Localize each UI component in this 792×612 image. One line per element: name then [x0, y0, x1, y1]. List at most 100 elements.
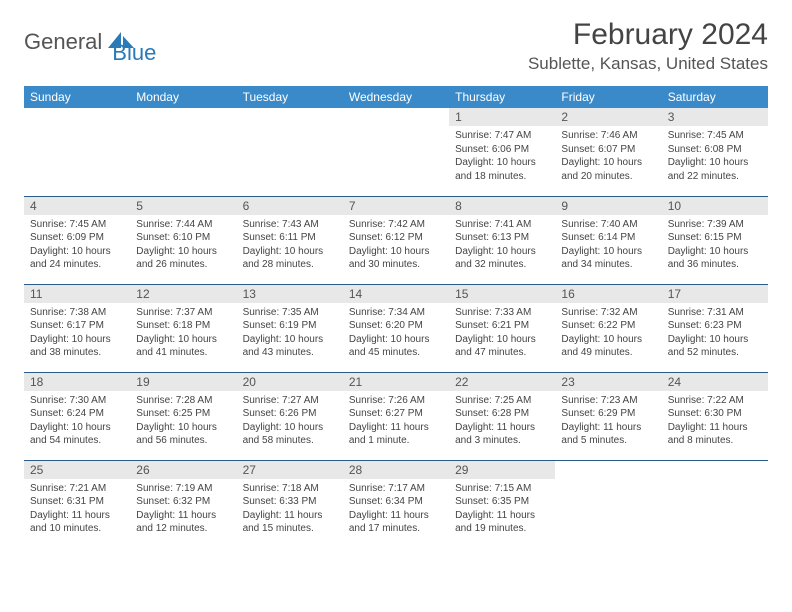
- day-number: 14: [343, 285, 449, 303]
- day-details: Sunrise: 7:25 AMSunset: 6:28 PMDaylight:…: [449, 391, 555, 451]
- day-details: Sunrise: 7:15 AMSunset: 6:35 PMDaylight:…: [449, 479, 555, 539]
- day-number: 21: [343, 373, 449, 391]
- calendar-cell: 24Sunrise: 7:22 AMSunset: 6:30 PMDayligh…: [662, 372, 768, 460]
- calendar-cell: [237, 108, 343, 196]
- day-number: 1: [449, 108, 555, 126]
- calendar-body: 1Sunrise: 7:47 AMSunset: 6:06 PMDaylight…: [24, 108, 768, 548]
- day-number: 29: [449, 461, 555, 479]
- calendar-cell: 28Sunrise: 7:17 AMSunset: 6:34 PMDayligh…: [343, 460, 449, 548]
- day-number: 20: [237, 373, 343, 391]
- calendar-cell: 2Sunrise: 7:46 AMSunset: 6:07 PMDaylight…: [555, 108, 661, 196]
- day-number: 17: [662, 285, 768, 303]
- calendar-cell: 20Sunrise: 7:27 AMSunset: 6:26 PMDayligh…: [237, 372, 343, 460]
- calendar-row: 4Sunrise: 7:45 AMSunset: 6:09 PMDaylight…: [24, 196, 768, 284]
- day-details: Sunrise: 7:41 AMSunset: 6:13 PMDaylight:…: [449, 215, 555, 275]
- calendar-cell: 15Sunrise: 7:33 AMSunset: 6:21 PMDayligh…: [449, 284, 555, 372]
- day-details: Sunrise: 7:44 AMSunset: 6:10 PMDaylight:…: [130, 215, 236, 275]
- day-number: 6: [237, 197, 343, 215]
- calendar-cell: [343, 108, 449, 196]
- day-number: 25: [24, 461, 130, 479]
- day-details: Sunrise: 7:39 AMSunset: 6:15 PMDaylight:…: [662, 215, 768, 275]
- day-number: 8: [449, 197, 555, 215]
- month-title: February 2024: [528, 18, 768, 52]
- day-details: Sunrise: 7:42 AMSunset: 6:12 PMDaylight:…: [343, 215, 449, 275]
- location: Sublette, Kansas, United States: [528, 54, 768, 74]
- calendar-cell: 10Sunrise: 7:39 AMSunset: 6:15 PMDayligh…: [662, 196, 768, 284]
- calendar-row: 25Sunrise: 7:21 AMSunset: 6:31 PMDayligh…: [24, 460, 768, 548]
- weekday-header: Thursday: [449, 86, 555, 108]
- logo: General Blue: [24, 18, 156, 66]
- day-number: 9: [555, 197, 661, 215]
- day-number: 13: [237, 285, 343, 303]
- day-number: 28: [343, 461, 449, 479]
- day-number: 19: [130, 373, 236, 391]
- day-number: 2: [555, 108, 661, 126]
- day-details: Sunrise: 7:17 AMSunset: 6:34 PMDaylight:…: [343, 479, 449, 539]
- day-number: 22: [449, 373, 555, 391]
- calendar-cell: 17Sunrise: 7:31 AMSunset: 6:23 PMDayligh…: [662, 284, 768, 372]
- day-number: 26: [130, 461, 236, 479]
- weekday-header: Saturday: [662, 86, 768, 108]
- calendar-cell: 14Sunrise: 7:34 AMSunset: 6:20 PMDayligh…: [343, 284, 449, 372]
- day-number: 23: [555, 373, 661, 391]
- calendar-cell: 13Sunrise: 7:35 AMSunset: 6:19 PMDayligh…: [237, 284, 343, 372]
- day-details: Sunrise: 7:46 AMSunset: 6:07 PMDaylight:…: [555, 126, 661, 186]
- calendar-cell: 18Sunrise: 7:30 AMSunset: 6:24 PMDayligh…: [24, 372, 130, 460]
- day-details: Sunrise: 7:34 AMSunset: 6:20 PMDaylight:…: [343, 303, 449, 363]
- weekday-header: Friday: [555, 86, 661, 108]
- day-number: 15: [449, 285, 555, 303]
- calendar-cell: 26Sunrise: 7:19 AMSunset: 6:32 PMDayligh…: [130, 460, 236, 548]
- calendar-cell: 19Sunrise: 7:28 AMSunset: 6:25 PMDayligh…: [130, 372, 236, 460]
- day-details: Sunrise: 7:43 AMSunset: 6:11 PMDaylight:…: [237, 215, 343, 275]
- weekday-header-row: SundayMondayTuesdayWednesdayThursdayFrid…: [24, 86, 768, 108]
- calendar-cell: [130, 108, 236, 196]
- day-details: Sunrise: 7:45 AMSunset: 6:08 PMDaylight:…: [662, 126, 768, 186]
- day-details: Sunrise: 7:23 AMSunset: 6:29 PMDaylight:…: [555, 391, 661, 451]
- weekday-header: Monday: [130, 86, 236, 108]
- day-details: Sunrise: 7:31 AMSunset: 6:23 PMDaylight:…: [662, 303, 768, 363]
- calendar-cell: 11Sunrise: 7:38 AMSunset: 6:17 PMDayligh…: [24, 284, 130, 372]
- day-number: 7: [343, 197, 449, 215]
- calendar-row: 11Sunrise: 7:38 AMSunset: 6:17 PMDayligh…: [24, 284, 768, 372]
- day-number: 12: [130, 285, 236, 303]
- day-details: Sunrise: 7:26 AMSunset: 6:27 PMDaylight:…: [343, 391, 449, 451]
- day-details: Sunrise: 7:37 AMSunset: 6:18 PMDaylight:…: [130, 303, 236, 363]
- header: General Blue February 2024 Sublette, Kan…: [24, 18, 768, 74]
- calendar-cell: [662, 460, 768, 548]
- calendar-cell: 16Sunrise: 7:32 AMSunset: 6:22 PMDayligh…: [555, 284, 661, 372]
- calendar-cell: 9Sunrise: 7:40 AMSunset: 6:14 PMDaylight…: [555, 196, 661, 284]
- weekday-header: Sunday: [24, 86, 130, 108]
- calendar-cell: 23Sunrise: 7:23 AMSunset: 6:29 PMDayligh…: [555, 372, 661, 460]
- calendar-cell: 7Sunrise: 7:42 AMSunset: 6:12 PMDaylight…: [343, 196, 449, 284]
- calendar-cell: 22Sunrise: 7:25 AMSunset: 6:28 PMDayligh…: [449, 372, 555, 460]
- calendar-cell: 21Sunrise: 7:26 AMSunset: 6:27 PMDayligh…: [343, 372, 449, 460]
- day-details: Sunrise: 7:28 AMSunset: 6:25 PMDaylight:…: [130, 391, 236, 451]
- calendar-cell: 12Sunrise: 7:37 AMSunset: 6:18 PMDayligh…: [130, 284, 236, 372]
- calendar-row: 18Sunrise: 7:30 AMSunset: 6:24 PMDayligh…: [24, 372, 768, 460]
- calendar-cell: 29Sunrise: 7:15 AMSunset: 6:35 PMDayligh…: [449, 460, 555, 548]
- day-details: Sunrise: 7:38 AMSunset: 6:17 PMDaylight:…: [24, 303, 130, 363]
- day-details: Sunrise: 7:30 AMSunset: 6:24 PMDaylight:…: [24, 391, 130, 451]
- calendar-cell: 6Sunrise: 7:43 AMSunset: 6:11 PMDaylight…: [237, 196, 343, 284]
- day-details: Sunrise: 7:21 AMSunset: 6:31 PMDaylight:…: [24, 479, 130, 539]
- calendar-cell: 3Sunrise: 7:45 AMSunset: 6:08 PMDaylight…: [662, 108, 768, 196]
- logo-text-blue: Blue: [112, 40, 156, 66]
- calendar-cell: 4Sunrise: 7:45 AMSunset: 6:09 PMDaylight…: [24, 196, 130, 284]
- day-details: Sunrise: 7:22 AMSunset: 6:30 PMDaylight:…: [662, 391, 768, 451]
- calendar-cell: [555, 460, 661, 548]
- day-number: 18: [24, 373, 130, 391]
- calendar-row: 1Sunrise: 7:47 AMSunset: 6:06 PMDaylight…: [24, 108, 768, 196]
- day-details: Sunrise: 7:32 AMSunset: 6:22 PMDaylight:…: [555, 303, 661, 363]
- day-number: 11: [24, 285, 130, 303]
- day-details: Sunrise: 7:40 AMSunset: 6:14 PMDaylight:…: [555, 215, 661, 275]
- calendar-cell: 25Sunrise: 7:21 AMSunset: 6:31 PMDayligh…: [24, 460, 130, 548]
- calendar-cell: 1Sunrise: 7:47 AMSunset: 6:06 PMDaylight…: [449, 108, 555, 196]
- day-details: Sunrise: 7:45 AMSunset: 6:09 PMDaylight:…: [24, 215, 130, 275]
- calendar-cell: 27Sunrise: 7:18 AMSunset: 6:33 PMDayligh…: [237, 460, 343, 548]
- day-number: 10: [662, 197, 768, 215]
- calendar-cell: 5Sunrise: 7:44 AMSunset: 6:10 PMDaylight…: [130, 196, 236, 284]
- calendar-cell: [24, 108, 130, 196]
- day-number: 24: [662, 373, 768, 391]
- day-details: Sunrise: 7:35 AMSunset: 6:19 PMDaylight:…: [237, 303, 343, 363]
- day-details: Sunrise: 7:27 AMSunset: 6:26 PMDaylight:…: [237, 391, 343, 451]
